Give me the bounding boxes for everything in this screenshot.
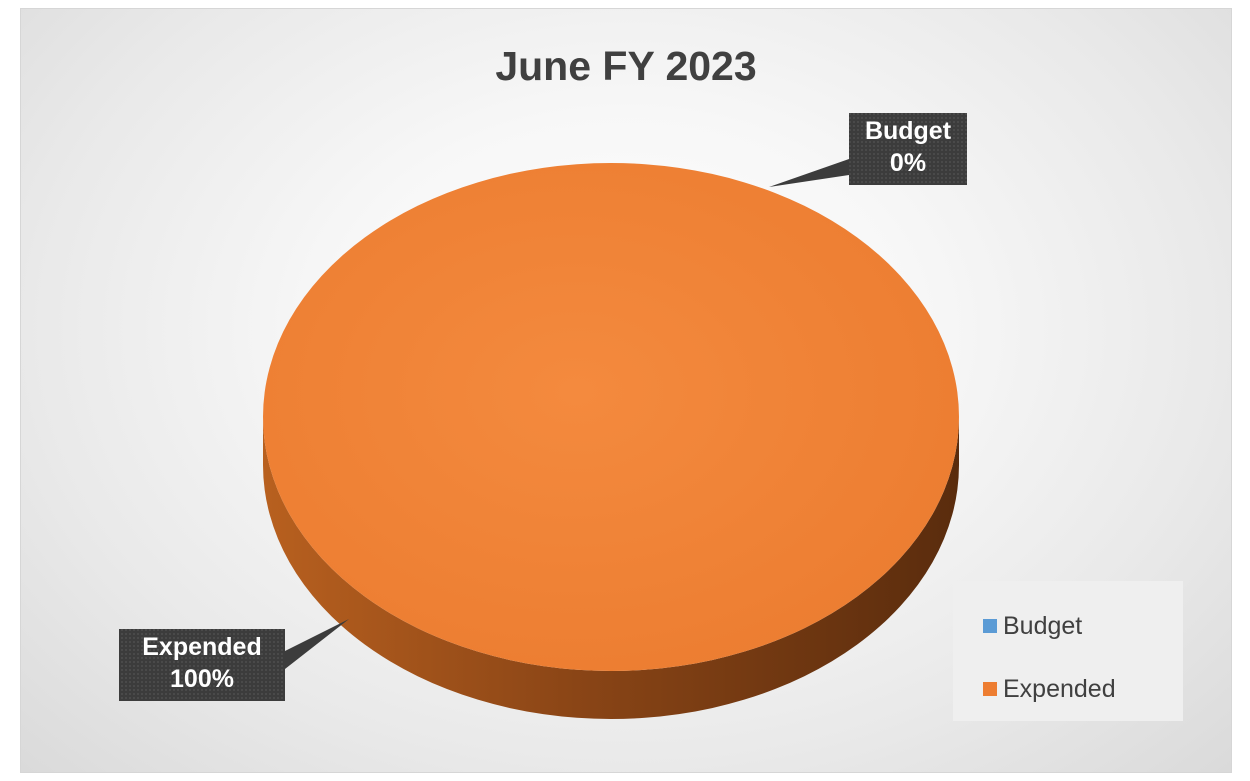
legend-item-expended: Expended <box>983 674 1116 704</box>
pie-side-wall <box>263 417 959 719</box>
pie-chart <box>119 113 967 719</box>
legend: Budget Expended <box>953 581 1183 721</box>
legend-swatch-budget <box>983 619 997 633</box>
data-label-budget-value: 0% <box>889 149 927 177</box>
legend-item-budget: Budget <box>983 611 1082 641</box>
legend-label-expended: Expended <box>1003 674 1116 703</box>
pie-slice-expended <box>263 163 959 671</box>
chart-area: June FY 2023 Budget 0% Expended 100% <box>20 8 1232 773</box>
data-label-expended-category: Expended <box>142 633 262 661</box>
chart-title: June FY 2023 <box>495 43 757 89</box>
legend-label-budget: Budget <box>1003 611 1083 640</box>
data-label-expended-value: 100% <box>170 665 234 693</box>
callout-expended <box>119 619 349 701</box>
callout-budget <box>769 113 967 187</box>
legend-swatch-expended <box>983 682 997 696</box>
data-label-budget: Budget 0% <box>849 115 967 179</box>
data-label-expended: Expended 100% <box>119 631 285 695</box>
data-label-budget-category: Budget <box>864 117 952 145</box>
